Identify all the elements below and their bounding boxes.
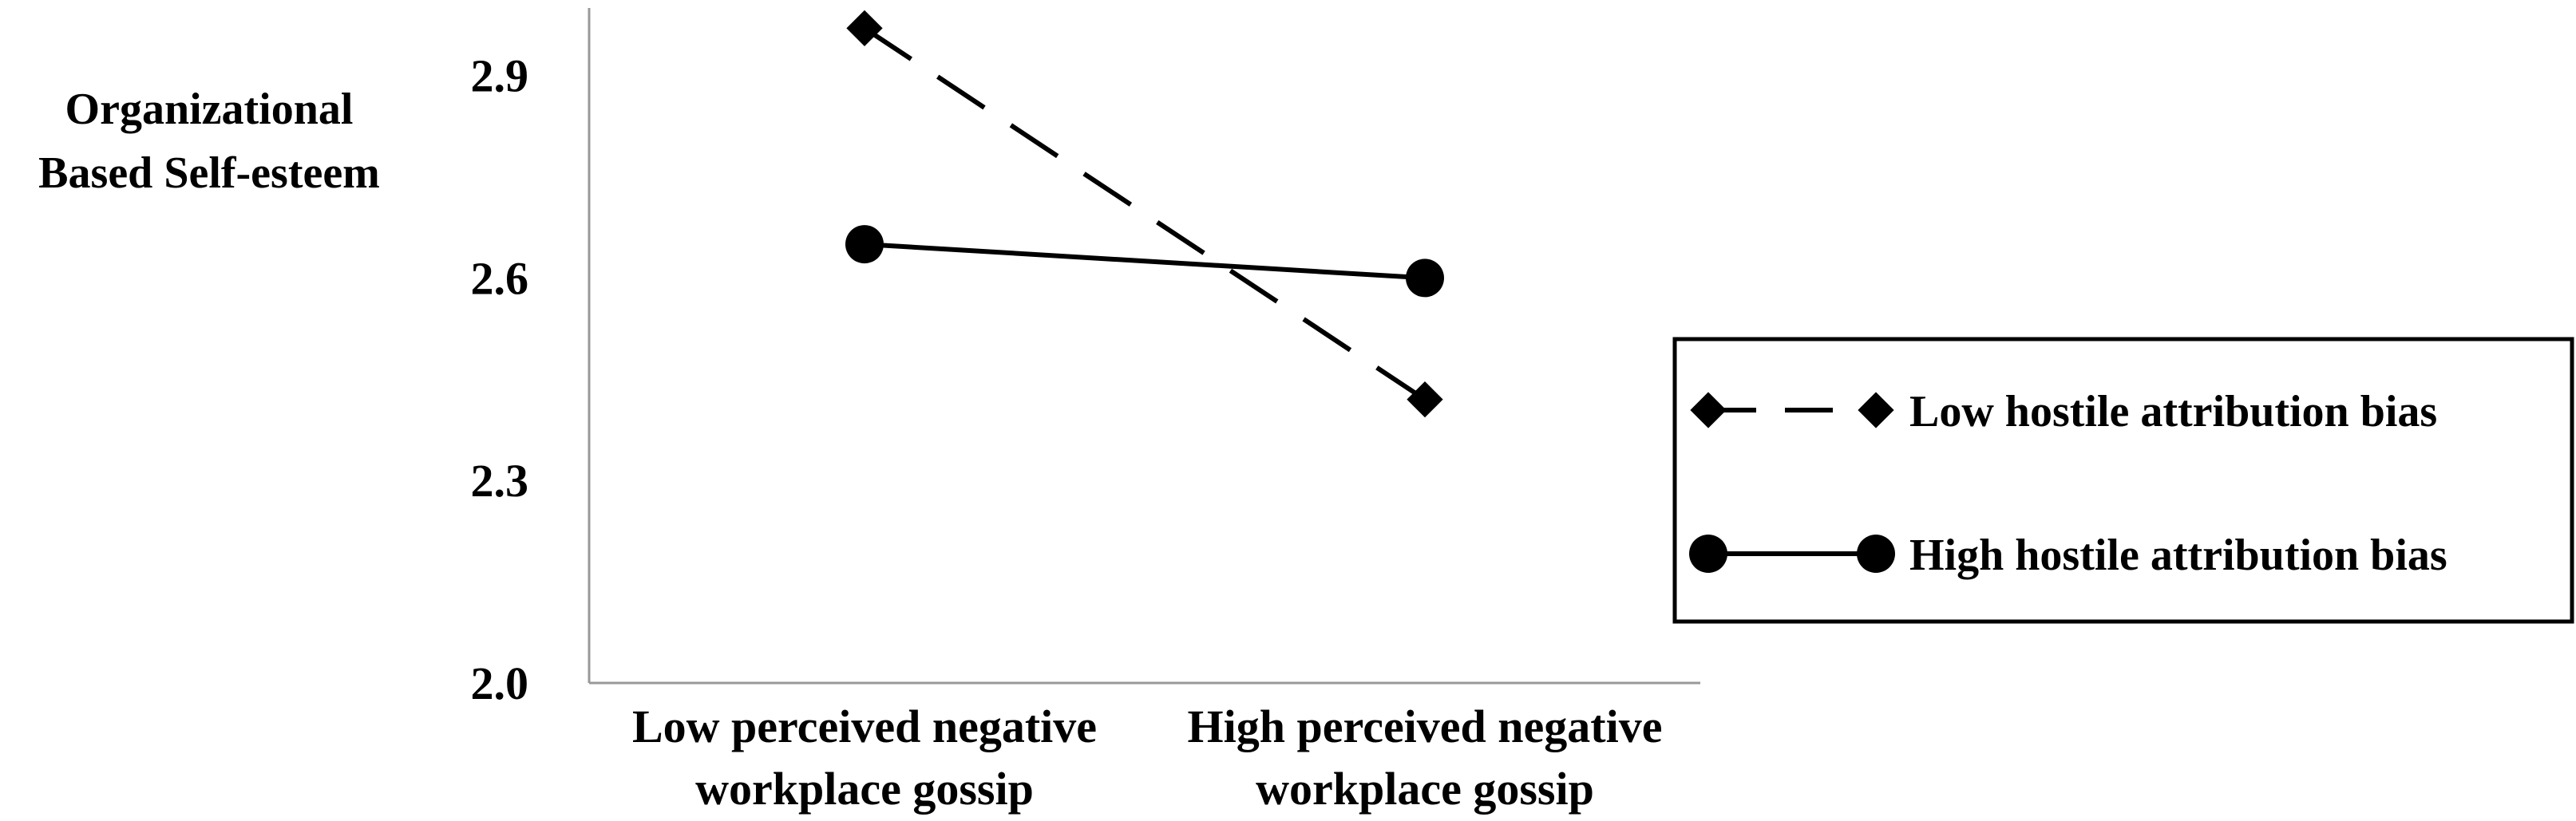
legend-entry-label: Low hostile attribution bias [1909,387,2437,436]
legend-swatch-marker [1857,535,1895,573]
y-axis-label-line: Based Self-esteem [38,148,380,198]
y-tick-label: 2.6 [471,252,529,304]
series-line [864,242,1426,281]
legend-swatch-marker [1689,535,1727,573]
y-tick-label: 2.0 [471,657,529,709]
x-category-label-line: workplace gossip [695,763,1034,815]
x-category-label-line: Low perceived negative [632,701,1097,752]
y-axis-ticks: 2.0 2.3 2.6 2.9 [471,50,529,709]
y-axis-label: Organizational Based Self-esteem [38,85,380,198]
data-point [1406,259,1444,298]
x-category-label-line: workplace gossip [1256,763,1594,815]
x-category-label-line: High perceived negative [1188,701,1663,752]
legend-entry-label: High hostile attribution bias [1909,531,2447,580]
legend-box [1672,337,2574,624]
legend: Low hostile attribution bias High hostile… [1672,337,2574,624]
x-axis-category-labels: Low perceived negative workplace gossip Hi… [632,701,1663,815]
data-point [845,225,884,264]
data-point [846,10,883,47]
series-line [863,26,1426,402]
y-tick-label: 2.3 [471,455,529,507]
y-tick-label: 2.9 [471,50,529,102]
data-point [1407,381,1443,418]
plot-series [845,10,1444,418]
y-axis-label-line: Organizational [65,85,354,134]
chart-axes [588,8,1700,685]
